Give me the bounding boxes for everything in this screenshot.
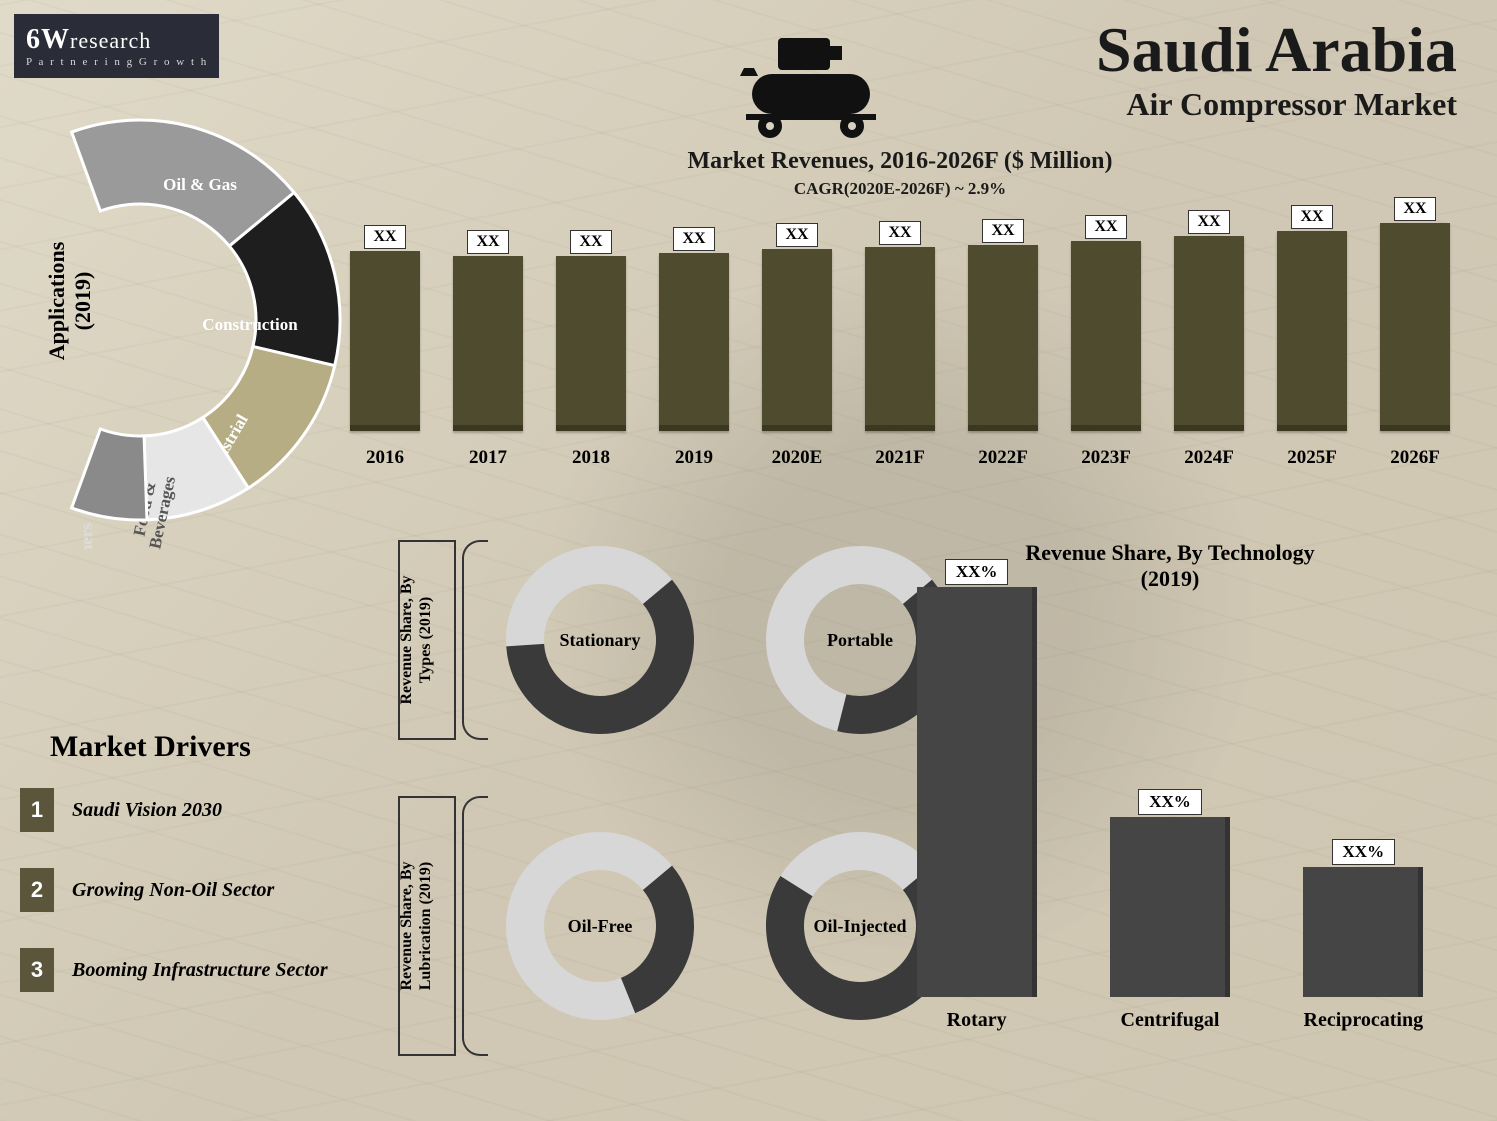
donut-stationary: Stationary — [500, 540, 700, 740]
bar-year: 2017 — [469, 447, 507, 469]
title-sub: Air Compressor Market — [1096, 86, 1457, 123]
tech-name: Rotary — [947, 1009, 1007, 1032]
bar-value-label: XX — [879, 221, 920, 245]
compressor-icon — [740, 28, 890, 143]
technology-chart: Revenue Share, By Technology (2019) XX% … — [880, 540, 1460, 1032]
revenue-bar: XX 2017 — [443, 230, 533, 469]
bar-year: 2025F — [1287, 447, 1337, 469]
tech-name: Reciprocating — [1304, 1009, 1424, 1032]
tech-value-label: XX% — [1332, 839, 1396, 865]
tech-bar-rect — [1303, 867, 1423, 997]
bar-rect — [1380, 223, 1450, 431]
share-lube-label: Revenue Share, By Lubrication (2019) — [397, 836, 435, 1016]
bar-value-label: XX — [1188, 210, 1229, 234]
bar-value-label: XX — [1291, 205, 1332, 229]
tech-value-label: XX% — [945, 559, 1009, 585]
bar-value-label: XX — [467, 230, 508, 254]
driver-item: 1 Saudi Vision 2030 — [20, 788, 380, 832]
logo-text: 6Wresearch — [26, 24, 219, 56]
market-drivers: Market Drivers 1 Saudi Vision 2030 2 Gro… — [20, 730, 380, 1028]
bar-year: 2020E — [772, 447, 823, 469]
revenue-bar: XX 2020E — [752, 223, 842, 469]
driver-number: 2 — [20, 868, 54, 912]
page-title-block: Saudi Arabia Air Compressor Market — [1096, 18, 1457, 123]
market-revenues-chart: Market Revenues, 2016-2026F ($ Million) … — [340, 148, 1460, 469]
bracket-lube — [462, 796, 488, 1056]
revenue-bar: XX 2019 — [649, 227, 739, 469]
bar-value-label: XX — [1085, 215, 1126, 239]
driver-text: Booming Infrastructure Sector — [72, 959, 328, 982]
tech-value-label: XX% — [1138, 789, 1202, 815]
drivers-list: 1 Saudi Vision 2030 2 Growing Non-Oil Se… — [20, 788, 380, 992]
bar-rect — [453, 256, 523, 431]
applications-chart: Applications (2019) Oil & GasConstructio… — [10, 110, 330, 590]
logo-6w: 6W — [26, 24, 70, 55]
logo-box: 6Wresearch P a r t n e r i n g G r o w t… — [14, 14, 219, 78]
donut-label: Oil-Free — [500, 826, 700, 1026]
bar-rect — [659, 253, 729, 431]
bar-rect — [865, 247, 935, 431]
driver-item: 2 Growing Non-Oil Sector — [20, 868, 380, 912]
bar-rect — [968, 245, 1038, 431]
revenue-bar: XX 2026F — [1370, 197, 1460, 469]
tech-bar: XX% Centrifugal — [1110, 789, 1230, 1032]
bar-rect — [556, 256, 626, 431]
applications-slice-label: Oil & Gas — [163, 175, 237, 194]
revenue-bar: XX 2018 — [546, 230, 636, 469]
donut-label: Stationary — [500, 540, 700, 740]
bar-year: 2026F — [1390, 447, 1440, 469]
logo-tagline: P a r t n e r i n g G r o w t h — [26, 56, 219, 68]
revenue-bar: XX 2016 — [340, 225, 430, 469]
revenue-bar: XX 2022F — [958, 219, 1048, 469]
bar-year: 2016 — [366, 447, 404, 469]
bar-rect — [1071, 241, 1141, 431]
revenues-bars: XX 2016 XX 2017 XX 2018 XX 2019 XX 2020E… — [340, 219, 1460, 469]
tech-name: Centrifugal — [1121, 1009, 1220, 1032]
share-types-label: Revenue Share, By Types (2019) — [397, 550, 435, 730]
donut-oil-free: Oil-Free — [500, 826, 700, 1026]
bar-value-label: XX — [364, 225, 405, 249]
title-main: Saudi Arabia — [1096, 18, 1457, 82]
revenue-bar: XX 2023F — [1061, 215, 1151, 469]
bar-value-label: XX — [673, 227, 714, 251]
bar-year: 2018 — [572, 447, 610, 469]
bracket-types — [462, 540, 488, 740]
driver-item: 3 Booming Infrastructure Sector — [20, 948, 380, 992]
tech-bar: XX% Reciprocating — [1303, 839, 1423, 1032]
drivers-title: Market Drivers — [20, 730, 380, 764]
driver-number: 1 — [20, 788, 54, 832]
tech-bar-rect — [1110, 817, 1230, 997]
bar-year: 2022F — [978, 447, 1028, 469]
bar-year: 2024F — [1184, 447, 1234, 469]
bar-value-label: XX — [1394, 197, 1435, 221]
bar-year: 2021F — [875, 447, 925, 469]
revenues-cagr: CAGR(2020E-2026F) ~ 2.9% — [340, 179, 1460, 199]
applications-slice-label: Others — [77, 523, 96, 550]
bar-value-label: XX — [776, 223, 817, 247]
bar-year: 2019 — [675, 447, 713, 469]
revenues-title: Market Revenues, 2016-2026F ($ Million) — [340, 148, 1460, 175]
applications-donut: Oil & GasConstructionIndustrialFood &Bev… — [50, 110, 350, 550]
driver-text: Saudi Vision 2030 — [72, 799, 222, 822]
bar-rect — [762, 249, 832, 431]
logo-accent: research — [70, 28, 151, 53]
bar-rect — [1174, 236, 1244, 431]
driver-text: Growing Non-Oil Sector — [72, 879, 274, 902]
bar-rect — [1277, 231, 1347, 431]
bar-value-label: XX — [982, 219, 1023, 243]
bar-rect — [350, 251, 420, 431]
applications-slice — [72, 429, 147, 520]
applications-slice-label: Construction — [202, 315, 298, 334]
tech-bar: XX% Rotary — [917, 559, 1037, 1032]
revenue-bar: XX 2021F — [855, 221, 945, 469]
bar-value-label: XX — [570, 230, 611, 254]
revenue-bar: XX 2025F — [1267, 205, 1357, 469]
technology-bars: XX% Rotary XX% Centrifugal XX% Reciproca… — [880, 602, 1460, 1032]
tech-bar-rect — [917, 587, 1037, 997]
revenue-bar: XX 2024F — [1164, 210, 1254, 469]
share-types-label-box: Revenue Share, By Types (2019) — [398, 540, 456, 740]
bar-year: 2023F — [1081, 447, 1131, 469]
driver-number: 3 — [20, 948, 54, 992]
share-lube-label-box: Revenue Share, By Lubrication (2019) — [398, 796, 456, 1056]
